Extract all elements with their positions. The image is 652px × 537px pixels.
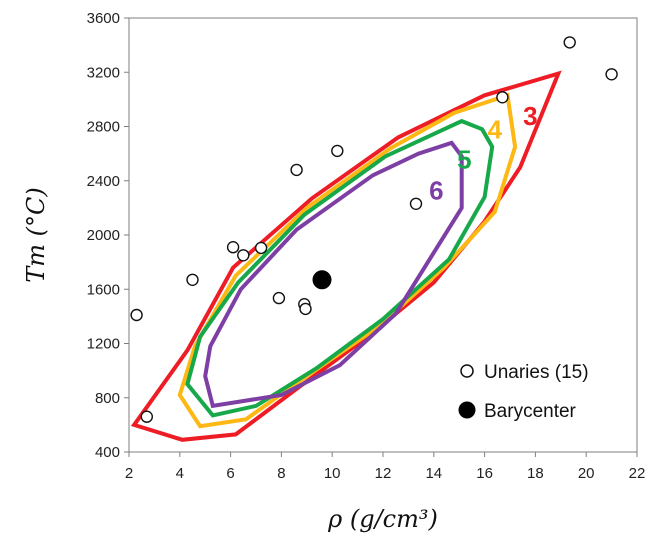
point-layer <box>130 36 618 423</box>
x-tick-label: 10 <box>324 465 341 482</box>
unary-point <box>496 91 509 104</box>
unary-point <box>254 241 268 255</box>
y-tick-label: 1200 <box>87 336 120 353</box>
y-axis-title: Tm (°C) <box>22 187 50 282</box>
y-tick-label: 2400 <box>87 173 120 190</box>
unary-point <box>226 240 240 254</box>
x-axis-ticks: 2 4 6 8 10 12 14 16 18 20 22 <box>125 452 646 482</box>
x-tick-label: 18 <box>527 465 544 482</box>
x-axis-title: ρ (g/cm³) <box>327 505 438 533</box>
x-tick-label: 6 <box>226 465 234 482</box>
y-tick-label: 2000 <box>87 227 120 244</box>
legend-label-unaries: Unaries (15) <box>484 362 589 383</box>
x-tick-label: 22 <box>629 465 646 482</box>
contour-label-5: 5 <box>457 145 471 175</box>
x-tick-label: 4 <box>176 465 184 482</box>
plot-area-frame <box>128 17 638 453</box>
legend-marker-unaries <box>460 364 474 378</box>
x-tick-label: 2 <box>125 465 133 482</box>
contour-label-6: 6 <box>429 176 443 206</box>
y-tick-label: 3200 <box>87 64 120 81</box>
y-tick-label: 400 <box>95 444 120 461</box>
x-tick-label: 20 <box>578 465 595 482</box>
unary-point <box>331 144 344 158</box>
x-tick-label: 12 <box>375 465 392 482</box>
contour-label-3: 3 <box>523 101 537 131</box>
unary-point <box>140 410 154 423</box>
y-tick-label: 2800 <box>87 119 120 136</box>
unary-point <box>409 197 423 211</box>
unary-point <box>299 302 312 316</box>
x-tick-label: 8 <box>277 465 285 482</box>
unary-point <box>237 249 250 262</box>
legend-marker-barycenter <box>458 401 476 419</box>
y-tick-label: 1600 <box>87 281 120 298</box>
unary-point <box>290 163 303 177</box>
unary-point <box>563 36 576 49</box>
unary-point <box>186 273 199 286</box>
unary-point <box>605 68 618 81</box>
x-tick-label: 14 <box>425 465 442 482</box>
unary-point <box>272 291 286 305</box>
contour-6 <box>203 140 464 409</box>
y-axis-ticks: 400 800 1200 1600 2000 2400 2800 3200 3600 <box>87 10 129 461</box>
y-tick-label: 3600 <box>87 10 120 27</box>
legend: Unaries (15) Barycenter <box>458 362 589 422</box>
contour-5 <box>185 118 495 418</box>
unary-point <box>130 308 143 322</box>
barycenter-point <box>312 270 332 290</box>
y-tick-label: 800 <box>95 390 120 407</box>
contour-label-4: 4 <box>488 115 503 145</box>
x-tick-label: 16 <box>476 465 493 482</box>
legend-label-barycenter: Barycenter <box>484 401 577 422</box>
